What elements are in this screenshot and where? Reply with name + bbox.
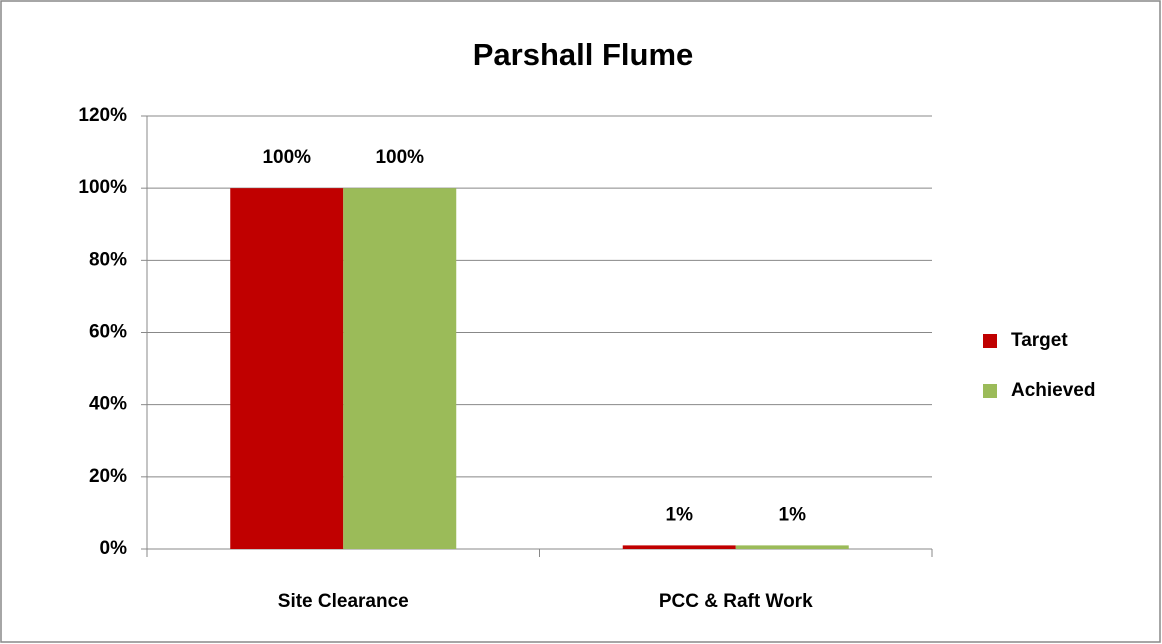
bar <box>735 545 849 549</box>
x-tick-label: PCC & Raft Work <box>659 591 813 612</box>
legend-swatch <box>983 334 997 348</box>
legend-label: Achieved <box>1011 380 1095 401</box>
bar <box>343 188 457 549</box>
data-label: 100% <box>262 147 311 168</box>
bar <box>622 545 736 549</box>
y-tick-label: 120% <box>78 105 127 126</box>
chart-title: Parshall Flume <box>473 37 694 72</box>
data-label: 100% <box>375 147 424 168</box>
x-tick-label: Site Clearance <box>278 591 409 612</box>
legend-swatch <box>983 384 997 398</box>
y-tick-label: 20% <box>89 466 127 487</box>
data-label: 1% <box>779 504 807 525</box>
legend-label: Target <box>1011 330 1068 351</box>
y-tick-label: 40% <box>89 394 127 415</box>
bar <box>230 188 344 549</box>
data-label: 1% <box>666 504 694 525</box>
y-tick-label: 60% <box>89 322 127 343</box>
y-tick-label: 100% <box>78 177 127 198</box>
y-tick-label: 80% <box>89 249 127 270</box>
y-tick-label: 0% <box>100 538 128 559</box>
